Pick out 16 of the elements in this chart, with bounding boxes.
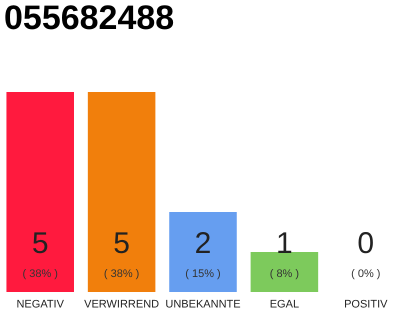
x-tick-label: NEGATIV xyxy=(16,298,65,310)
x-tick-label: POSITIV xyxy=(344,298,388,310)
x-tick-label: UNBEKANNTE xyxy=(165,298,241,310)
x-tick-label: VERWIRREND xyxy=(84,298,160,310)
data-label: 2 xyxy=(194,227,212,260)
chart-title: 055682488 xyxy=(4,0,174,37)
annotation: ( 38% ) xyxy=(104,268,140,280)
annotation: ( 15% ) xyxy=(185,268,221,280)
x-tick-label: EGAL xyxy=(270,298,300,310)
annotation: ( 38% ) xyxy=(22,268,58,280)
data-label: 5 xyxy=(32,227,49,260)
data-label: 1 xyxy=(276,227,293,260)
data-label: 5 xyxy=(113,227,130,260)
annotation: ( 0% ) xyxy=(351,268,380,280)
data-label: 0 xyxy=(357,227,374,260)
annotation: ( 8% ) xyxy=(270,268,300,280)
